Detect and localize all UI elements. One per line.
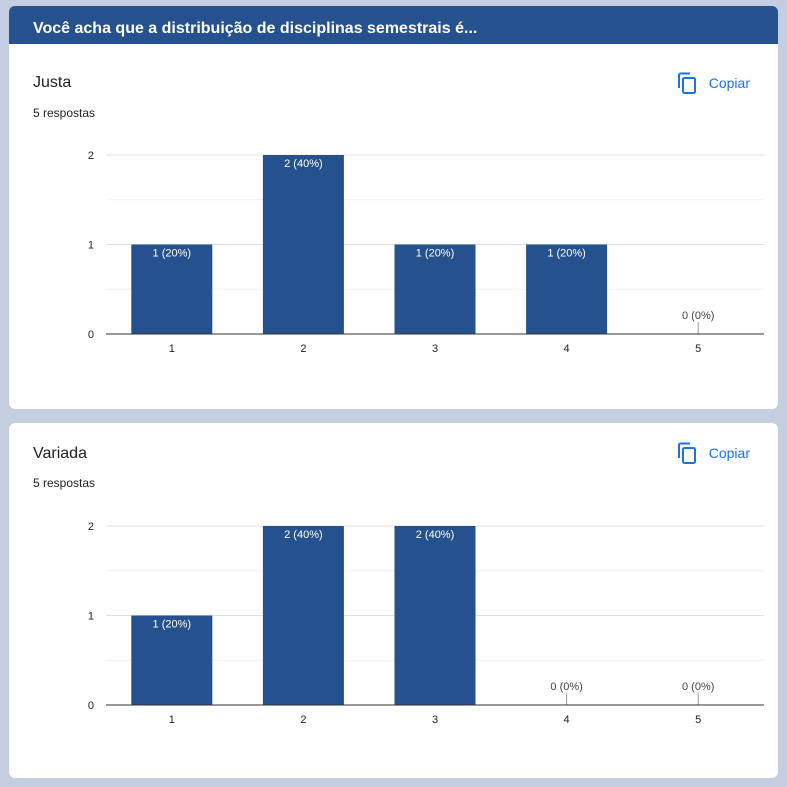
data-label: 1 (20%) — [416, 248, 455, 260]
bar-chart: 0 1 2 1 (20%) 1 2 (40%) 2 2 (40%) 3 0 (0%) 4 0 (0%)… — [88, 521, 764, 726]
x-tick-label: 2 — [300, 343, 306, 355]
page-title: Você acha que a distribuição de discipli… — [33, 20, 478, 37]
data-label: 2 (40%) — [416, 529, 455, 541]
bar — [131, 615, 213, 705]
data-label: 1 (20%) — [153, 619, 192, 631]
data-label: 0 (0%) — [682, 310, 714, 322]
x-tick-label: 1 — [169, 343, 175, 355]
response-count: 5 respostas — [33, 476, 96, 490]
bar — [262, 526, 344, 705]
question-title: Justa — [33, 74, 72, 91]
x-tick-label: 1 — [169, 714, 175, 726]
bar — [394, 244, 476, 334]
response-count: 5 respostas — [33, 106, 96, 120]
bar — [131, 244, 213, 334]
data-label: 0 (0%) — [682, 681, 714, 693]
bar — [394, 526, 476, 705]
x-tick-label: 3 — [432, 714, 438, 726]
x-tick-label: 5 — [695, 714, 701, 726]
data-label: 2 (40%) — [284, 529, 323, 541]
bar — [526, 244, 608, 334]
data-label: 2 (40%) — [284, 158, 323, 170]
x-tick-label: 4 — [564, 343, 570, 355]
x-tick-label: 5 — [695, 343, 701, 355]
y-tick-label: 0 — [88, 329, 94, 341]
data-label: 0 (0%) — [550, 681, 582, 693]
copy-button[interactable]: Copiar — [677, 71, 750, 95]
data-label: 1 (20%) — [153, 248, 192, 260]
copy-icon — [677, 442, 696, 464]
copy-label: Copiar — [708, 445, 750, 461]
y-tick-label: 1 — [88, 611, 94, 623]
y-tick-label: 1 — [88, 240, 94, 252]
y-tick-label: 0 — [88, 700, 94, 712]
y-tick-label: 2 — [88, 521, 94, 533]
copy-icon — [677, 72, 696, 94]
copy-label: Copiar — [708, 75, 750, 91]
bar — [262, 155, 344, 334]
x-tick-label: 4 — [564, 714, 570, 726]
question-card: Variada 5 respostas Copiar 0 1 2 1 (20%) 1 2 … — [9, 423, 778, 778]
question-card: Justa 5 respostas Copiar 0 1 2 1 (20%) 1 2 (4… — [9, 44, 778, 409]
copy-button[interactable]: Copiar — [677, 441, 750, 465]
question-title: Variada — [33, 445, 87, 462]
x-tick-label: 2 — [300, 714, 306, 726]
data-label: 1 (20%) — [547, 248, 586, 260]
bar-chart: 0 1 2 1 (20%) 1 2 (40%) 2 1 (20%) 3 1 (20%) 4 0 (0%… — [88, 150, 764, 355]
x-tick-label: 3 — [432, 343, 438, 355]
y-tick-label: 2 — [88, 150, 94, 162]
